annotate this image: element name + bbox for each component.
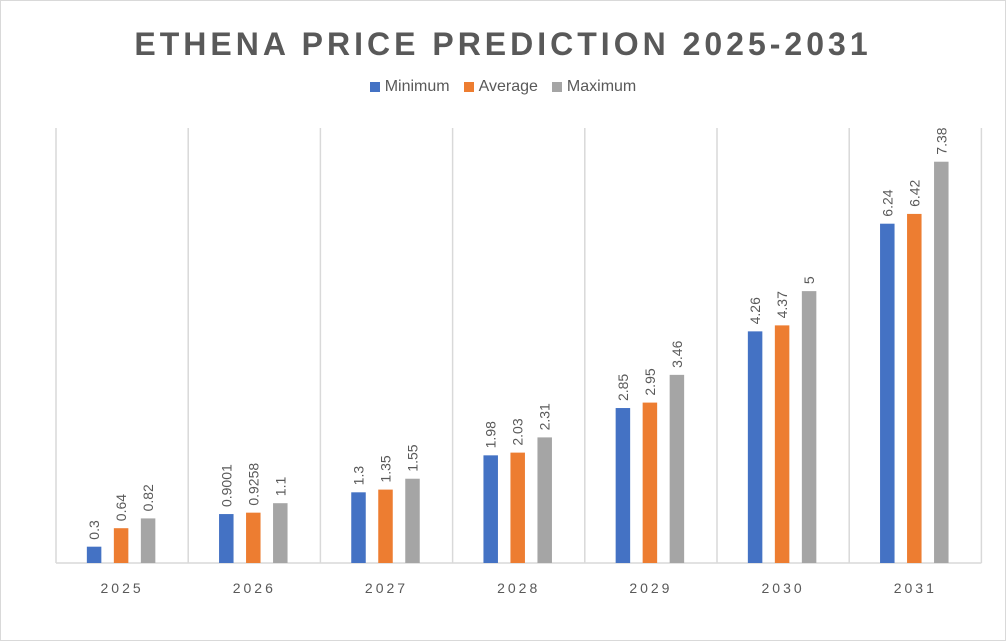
bar-minimum bbox=[747, 331, 763, 563]
legend-swatch-average bbox=[463, 82, 474, 92]
data-label: 6.24 bbox=[879, 189, 895, 216]
data-label: 2.95 bbox=[642, 368, 658, 395]
bar-maximum bbox=[934, 161, 949, 563]
data-label: 2.31 bbox=[537, 403, 553, 430]
legend: Minimum Average Maximum bbox=[0, 78, 1006, 96]
legend-item-minimum: Minimum bbox=[369, 78, 450, 96]
bar-average bbox=[907, 213, 922, 563]
data-label: 2.03 bbox=[510, 418, 526, 445]
legend-label: Minimum bbox=[384, 78, 450, 95]
bar-average bbox=[510, 452, 525, 563]
x-tick-label: 2030 bbox=[762, 580, 805, 596]
legend-swatch-maximum bbox=[551, 82, 562, 92]
x-tick-label: 2028 bbox=[497, 580, 540, 596]
bar-average bbox=[642, 402, 658, 563]
bar-average bbox=[113, 528, 129, 563]
legend-swatch-minimum bbox=[369, 82, 380, 92]
legend-item-maximum: Maximum bbox=[551, 78, 637, 96]
bar-maximum bbox=[669, 374, 685, 563]
bar-average bbox=[246, 512, 261, 563]
bar-minimum bbox=[351, 492, 366, 563]
x-tick-label: 2026 bbox=[233, 580, 276, 596]
data-label: 1.3 bbox=[351, 466, 367, 486]
data-label: 3.46 bbox=[669, 340, 685, 367]
data-label: 1.1 bbox=[272, 477, 288, 497]
data-label: 5 bbox=[801, 276, 817, 284]
data-label: 1.35 bbox=[378, 455, 394, 482]
x-tick-label: 2031 bbox=[894, 580, 937, 596]
legend-label: Maximum bbox=[566, 78, 637, 95]
data-label: 1.98 bbox=[483, 421, 499, 448]
bar-maximum bbox=[537, 437, 552, 563]
legend-item-average: Average bbox=[463, 78, 538, 96]
data-label: 0.9258 bbox=[245, 463, 261, 506]
bar-average bbox=[378, 489, 393, 563]
data-label: 4.26 bbox=[747, 297, 763, 324]
bar-maximum bbox=[273, 503, 288, 563]
legend-label: Average bbox=[478, 78, 538, 95]
x-tick-label: 2029 bbox=[629, 580, 672, 596]
bar-maximum bbox=[140, 518, 156, 563]
bar-maximum bbox=[405, 478, 420, 563]
data-label: 0.9001 bbox=[218, 464, 234, 507]
bar-average bbox=[774, 325, 790, 563]
chart-title: ETHENA PRICE PREDICTION 2025-2031 bbox=[134, 26, 872, 62]
bar-maximum bbox=[801, 291, 817, 563]
data-label: 6.42 bbox=[906, 179, 922, 206]
data-label: 0.3 bbox=[86, 520, 102, 540]
x-tick-label: 2025 bbox=[101, 580, 144, 596]
data-label: 2.85 bbox=[615, 374, 631, 401]
data-label: 7.38 bbox=[933, 127, 949, 154]
bar-minimum bbox=[86, 546, 102, 563]
bar-minimum bbox=[483, 455, 498, 563]
x-tick-label: 2027 bbox=[365, 580, 408, 596]
data-label: 4.37 bbox=[774, 291, 790, 318]
bar-minimum bbox=[880, 223, 895, 563]
data-label: 0.64 bbox=[113, 494, 129, 521]
data-label: 1.55 bbox=[405, 444, 421, 471]
bar-minimum bbox=[219, 514, 234, 563]
data-label: 0.82 bbox=[140, 484, 156, 511]
bar-minimum bbox=[615, 408, 631, 563]
